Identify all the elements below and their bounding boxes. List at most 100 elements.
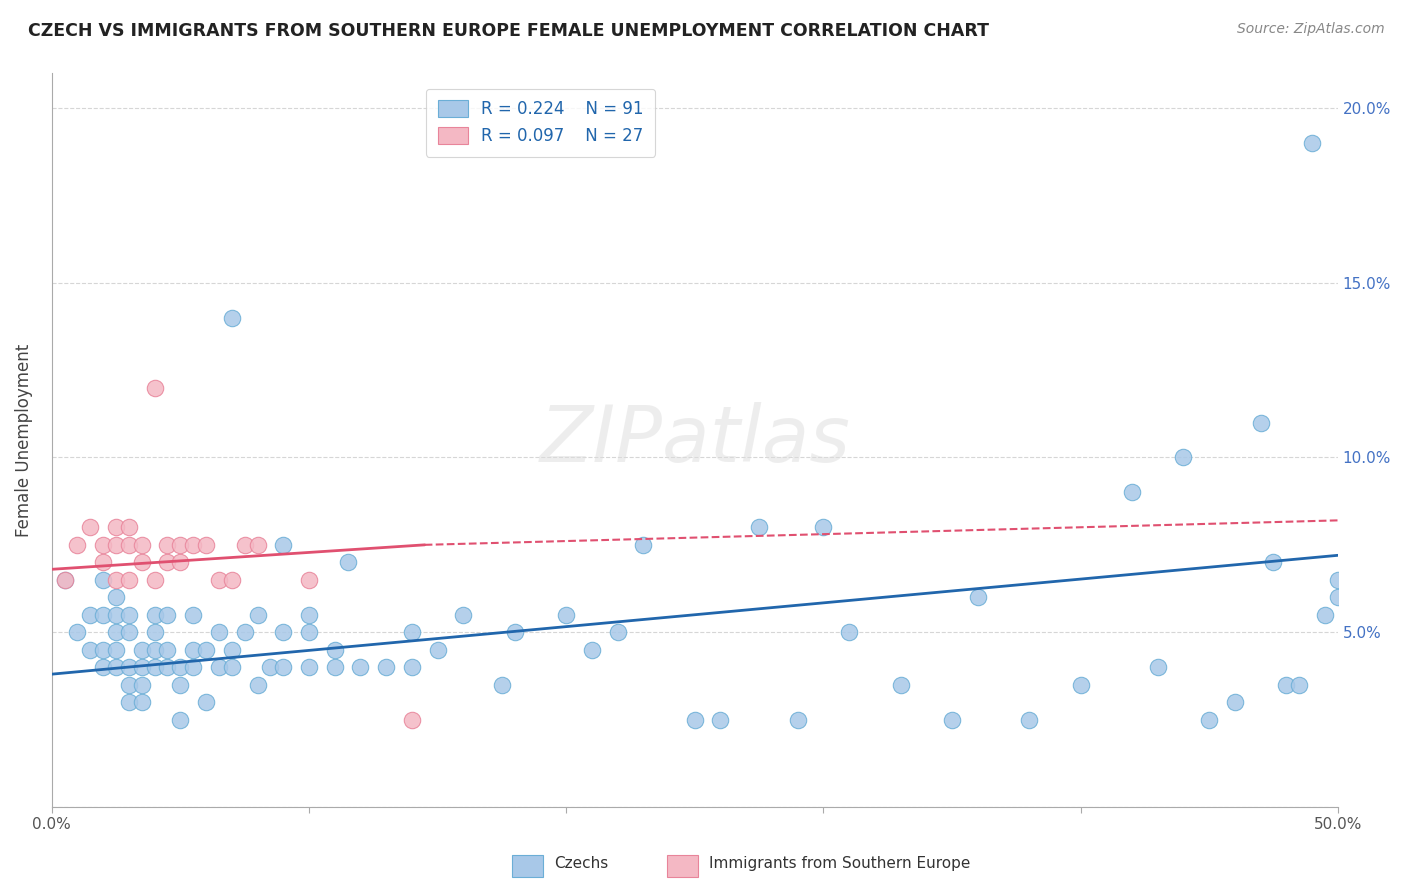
Point [156, 607, 179, 622]
Point [105, 520, 128, 534]
Point [118, 520, 141, 534]
Point [1275, 678, 1298, 692]
Point [91, 555, 114, 569]
Point [426, 642, 449, 657]
Point [143, 607, 166, 622]
Point [79, 607, 101, 622]
Point [271, 625, 294, 640]
Point [1250, 416, 1272, 430]
Point [1070, 678, 1092, 692]
Point [1313, 607, 1336, 622]
Point [131, 678, 153, 692]
Point [118, 678, 141, 692]
Point [1146, 660, 1168, 674]
Point [336, 555, 359, 569]
Point [683, 713, 706, 727]
Point [748, 520, 770, 534]
Point [208, 625, 231, 640]
Point [131, 642, 153, 657]
Point [91, 607, 114, 622]
Point [1018, 713, 1040, 727]
Point [233, 538, 256, 552]
Point [221, 660, 243, 674]
Point [401, 713, 423, 727]
Point [156, 642, 179, 657]
Point [156, 660, 179, 674]
Point [118, 625, 141, 640]
Point [169, 713, 191, 727]
Text: Immigrants from Southern Europe: Immigrants from Southern Europe [709, 856, 970, 871]
Point [1326, 591, 1348, 605]
Point [169, 678, 191, 692]
Point [233, 625, 256, 640]
Point [66, 625, 89, 640]
Point [298, 573, 321, 587]
Point [889, 678, 911, 692]
Point [53, 573, 76, 587]
Point [66, 538, 89, 552]
Point [323, 660, 346, 674]
Point [1223, 695, 1246, 709]
Point [451, 607, 474, 622]
Y-axis label: Female Unemployment: Female Unemployment [15, 343, 32, 537]
Point [195, 695, 218, 709]
Point [1301, 136, 1323, 150]
Point [298, 607, 321, 622]
Point [1263, 555, 1285, 569]
Point [131, 555, 153, 569]
Point [941, 713, 963, 727]
Point [143, 642, 166, 657]
Point [143, 380, 166, 394]
Point [786, 713, 808, 727]
Point [349, 660, 371, 674]
Point [91, 642, 114, 657]
Point [118, 573, 141, 587]
Point [491, 678, 513, 692]
Point [143, 625, 166, 640]
Point [79, 642, 101, 657]
Point [966, 591, 988, 605]
Point [169, 538, 191, 552]
Point [1198, 713, 1220, 727]
Point [221, 310, 243, 325]
Point [555, 607, 578, 622]
Point [323, 642, 346, 657]
Point [79, 520, 101, 534]
Point [118, 538, 141, 552]
Text: Source: ZipAtlas.com: Source: ZipAtlas.com [1237, 22, 1385, 37]
Point [633, 538, 655, 552]
Point [375, 660, 398, 674]
Point [118, 695, 141, 709]
Point [401, 660, 423, 674]
Point [221, 642, 243, 657]
Point [1288, 678, 1310, 692]
Point [271, 538, 294, 552]
Point [246, 678, 269, 692]
Point [195, 642, 218, 657]
Point [401, 625, 423, 640]
Text: CZECH VS IMMIGRANTS FROM SOUTHERN EUROPE FEMALE UNEMPLOYMENT CORRELATION CHART: CZECH VS IMMIGRANTS FROM SOUTHERN EUROPE… [28, 22, 988, 40]
Point [813, 520, 835, 534]
Point [181, 642, 204, 657]
Legend: R = 0.224    N = 91, R = 0.097    N = 27: R = 0.224 N = 91, R = 0.097 N = 27 [426, 88, 655, 157]
Point [246, 538, 269, 552]
Point [503, 625, 526, 640]
Point [53, 573, 76, 587]
Point [581, 642, 603, 657]
Text: ZIPatlas: ZIPatlas [540, 402, 851, 478]
Point [246, 607, 269, 622]
Point [1173, 450, 1195, 465]
Point [838, 625, 860, 640]
Point [181, 538, 204, 552]
Point [709, 713, 731, 727]
Point [105, 573, 128, 587]
Point [181, 660, 204, 674]
Point [105, 642, 128, 657]
Point [91, 660, 114, 674]
Point [118, 660, 141, 674]
Point [271, 660, 294, 674]
Point [208, 660, 231, 674]
Point [118, 607, 141, 622]
Point [105, 625, 128, 640]
Point [143, 660, 166, 674]
